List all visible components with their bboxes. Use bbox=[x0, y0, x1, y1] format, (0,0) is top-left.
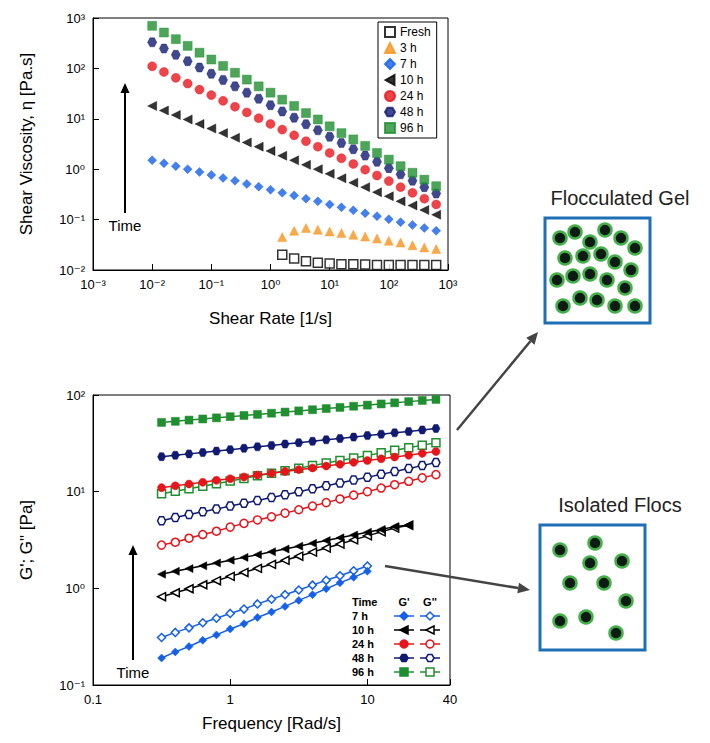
svg-text:1: 1 bbox=[227, 692, 234, 707]
svg-text:10³: 10³ bbox=[439, 277, 458, 292]
svg-text:3 h: 3 h bbox=[400, 41, 417, 55]
svg-text:10⁰: 10⁰ bbox=[65, 581, 85, 596]
svg-text:Fresh: Fresh bbox=[400, 25, 431, 39]
svg-text:G'': G'' bbox=[423, 596, 437, 608]
svg-text:10²: 10² bbox=[66, 61, 85, 76]
svg-text:24 h: 24 h bbox=[352, 638, 374, 650]
svg-text:Time: Time bbox=[109, 217, 142, 234]
svg-text:Time: Time bbox=[117, 664, 150, 681]
svg-text:Flocculated Gel: Flocculated Gel bbox=[551, 187, 690, 209]
svg-text:10³: 10³ bbox=[66, 11, 85, 26]
svg-text:10⁰: 10⁰ bbox=[261, 277, 281, 292]
svg-text:Frequency [Rad/s]: Frequency [Rad/s] bbox=[202, 714, 341, 733]
svg-text:24 h: 24 h bbox=[400, 89, 423, 103]
svg-text:7 h: 7 h bbox=[352, 610, 368, 622]
svg-text:10¹: 10¹ bbox=[320, 277, 339, 292]
svg-text:10 h: 10 h bbox=[400, 73, 423, 87]
svg-text:10: 10 bbox=[360, 692, 374, 707]
svg-text:Time: Time bbox=[352, 596, 377, 608]
svg-text:Shear Rate [1/s]: Shear Rate [1/s] bbox=[209, 309, 332, 328]
svg-text:G'; G" [Pa]: G'; G" [Pa] bbox=[17, 500, 36, 580]
svg-text:96 h: 96 h bbox=[400, 121, 423, 135]
svg-text:G': G' bbox=[398, 596, 410, 608]
svg-text:0.1: 0.1 bbox=[84, 692, 102, 707]
svg-text:10²: 10² bbox=[66, 388, 85, 403]
svg-text:Isolated Flocs: Isolated Flocs bbox=[558, 494, 681, 516]
svg-text:10⁻¹: 10⁻¹ bbox=[59, 678, 85, 693]
svg-text:10⁻³: 10⁻³ bbox=[80, 277, 106, 292]
svg-text:10 h: 10 h bbox=[352, 624, 374, 636]
svg-text:10⁻¹: 10⁻¹ bbox=[199, 277, 225, 292]
svg-text:10¹: 10¹ bbox=[66, 484, 85, 499]
svg-text:10⁻¹: 10⁻¹ bbox=[59, 212, 85, 227]
svg-text:48 h: 48 h bbox=[400, 105, 423, 119]
svg-text:7 h: 7 h bbox=[400, 57, 417, 71]
svg-text:10⁻²: 10⁻² bbox=[59, 263, 85, 278]
svg-text:10⁰: 10⁰ bbox=[65, 162, 85, 177]
svg-text:10⁻²: 10⁻² bbox=[139, 277, 165, 292]
svg-text:10²: 10² bbox=[379, 277, 398, 292]
svg-text:10¹: 10¹ bbox=[66, 111, 85, 126]
svg-text:Shear Viscosity, η [Pa.s]: Shear Viscosity, η [Pa.s] bbox=[17, 53, 36, 236]
svg-text:40: 40 bbox=[443, 692, 457, 707]
svg-text:48 h: 48 h bbox=[352, 652, 374, 664]
svg-text:96 h: 96 h bbox=[352, 666, 374, 678]
